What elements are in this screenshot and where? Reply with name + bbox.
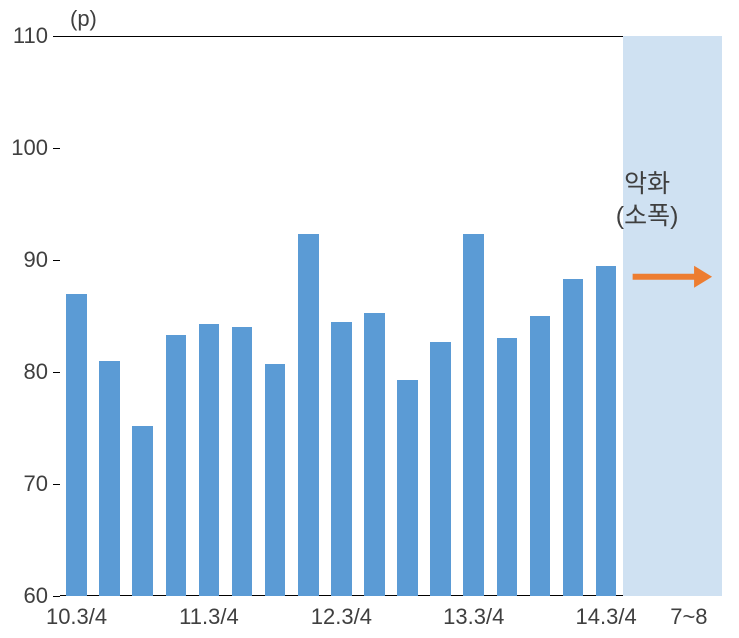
bar	[497, 338, 518, 596]
x-tick-label: 13.3/4	[443, 604, 504, 630]
bar	[166, 335, 187, 596]
bar	[66, 294, 87, 596]
bar	[132, 426, 153, 596]
x-tick-label: 10.3/4	[46, 604, 107, 630]
y-tick-mark	[53, 372, 60, 373]
x-tick-label: 12.3/4	[311, 604, 372, 630]
y-tick-mark	[53, 484, 60, 485]
y-tick-mark	[53, 260, 60, 261]
chart-container: (p) 60 70 80 90 100 110 10.3/4 11.3/4 12.3/4 13.…	[0, 0, 739, 638]
bar	[331, 322, 352, 596]
bar	[298, 234, 319, 596]
y-tick-mark	[53, 596, 60, 597]
bar	[563, 279, 584, 596]
y-tick-label: 60	[24, 583, 48, 609]
forecast-shaded-region	[623, 36, 722, 596]
x-tick-label: 14.3/4	[576, 604, 637, 630]
bar	[463, 234, 484, 596]
bar	[99, 361, 120, 596]
y-tick-mark	[53, 148, 60, 149]
y-tick-mark	[53, 36, 60, 37]
y-tick-label: 110	[13, 23, 48, 49]
bar	[596, 266, 617, 596]
y-tick-label: 100	[11, 135, 48, 161]
bar	[265, 364, 286, 596]
bar	[397, 380, 418, 596]
y-tick-label: 90	[24, 247, 48, 273]
annotation-line: (소폭)	[616, 200, 679, 233]
bar	[199, 324, 220, 596]
annotation-line: 악화	[616, 168, 679, 201]
y-tick-label: 70	[24, 471, 48, 497]
bar	[364, 313, 385, 596]
bar	[232, 327, 253, 596]
bar	[430, 342, 451, 596]
annotation-text: 악화(소폭)	[616, 168, 679, 233]
unit-label: (p)	[70, 6, 97, 32]
x-tick-label: 11.3/4	[179, 604, 239, 630]
bar	[530, 316, 551, 596]
x-tick-label: 7~8	[670, 604, 707, 630]
y-tick-label: 80	[24, 359, 48, 385]
